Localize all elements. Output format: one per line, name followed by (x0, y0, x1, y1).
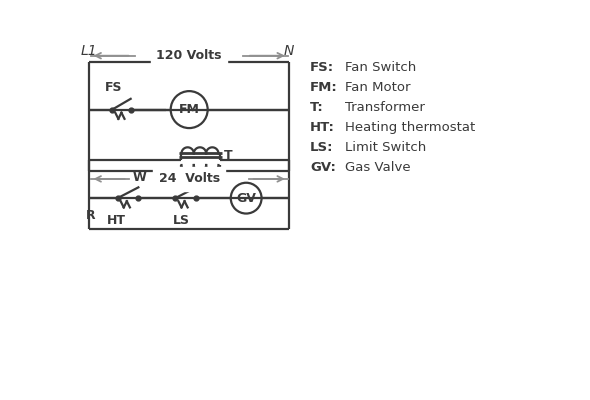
Text: HT:: HT: (310, 121, 335, 134)
Text: L1: L1 (81, 44, 97, 58)
Text: GV:: GV: (310, 161, 336, 174)
Text: HT: HT (107, 214, 126, 226)
Text: Transformer: Transformer (345, 101, 425, 114)
Text: N: N (284, 44, 294, 58)
Text: Fan Motor: Fan Motor (345, 81, 410, 94)
Text: 24  Volts: 24 Volts (159, 172, 219, 186)
Text: LS: LS (173, 214, 190, 226)
Text: W: W (133, 171, 147, 184)
Text: Limit Switch: Limit Switch (345, 141, 426, 154)
Text: R: R (86, 209, 96, 222)
Text: FM: FM (179, 103, 199, 116)
Text: 120 Volts: 120 Volts (156, 49, 222, 62)
Text: Heating thermostat: Heating thermostat (345, 121, 475, 134)
Text: T:: T: (310, 101, 324, 114)
Text: FS: FS (105, 81, 123, 94)
Text: Fan Switch: Fan Switch (345, 61, 416, 74)
Text: GV: GV (236, 192, 256, 205)
Text: FM:: FM: (310, 81, 338, 94)
Text: T: T (224, 148, 232, 162)
Text: Gas Valve: Gas Valve (345, 161, 411, 174)
Text: FS:: FS: (310, 61, 334, 74)
Text: LS:: LS: (310, 141, 333, 154)
